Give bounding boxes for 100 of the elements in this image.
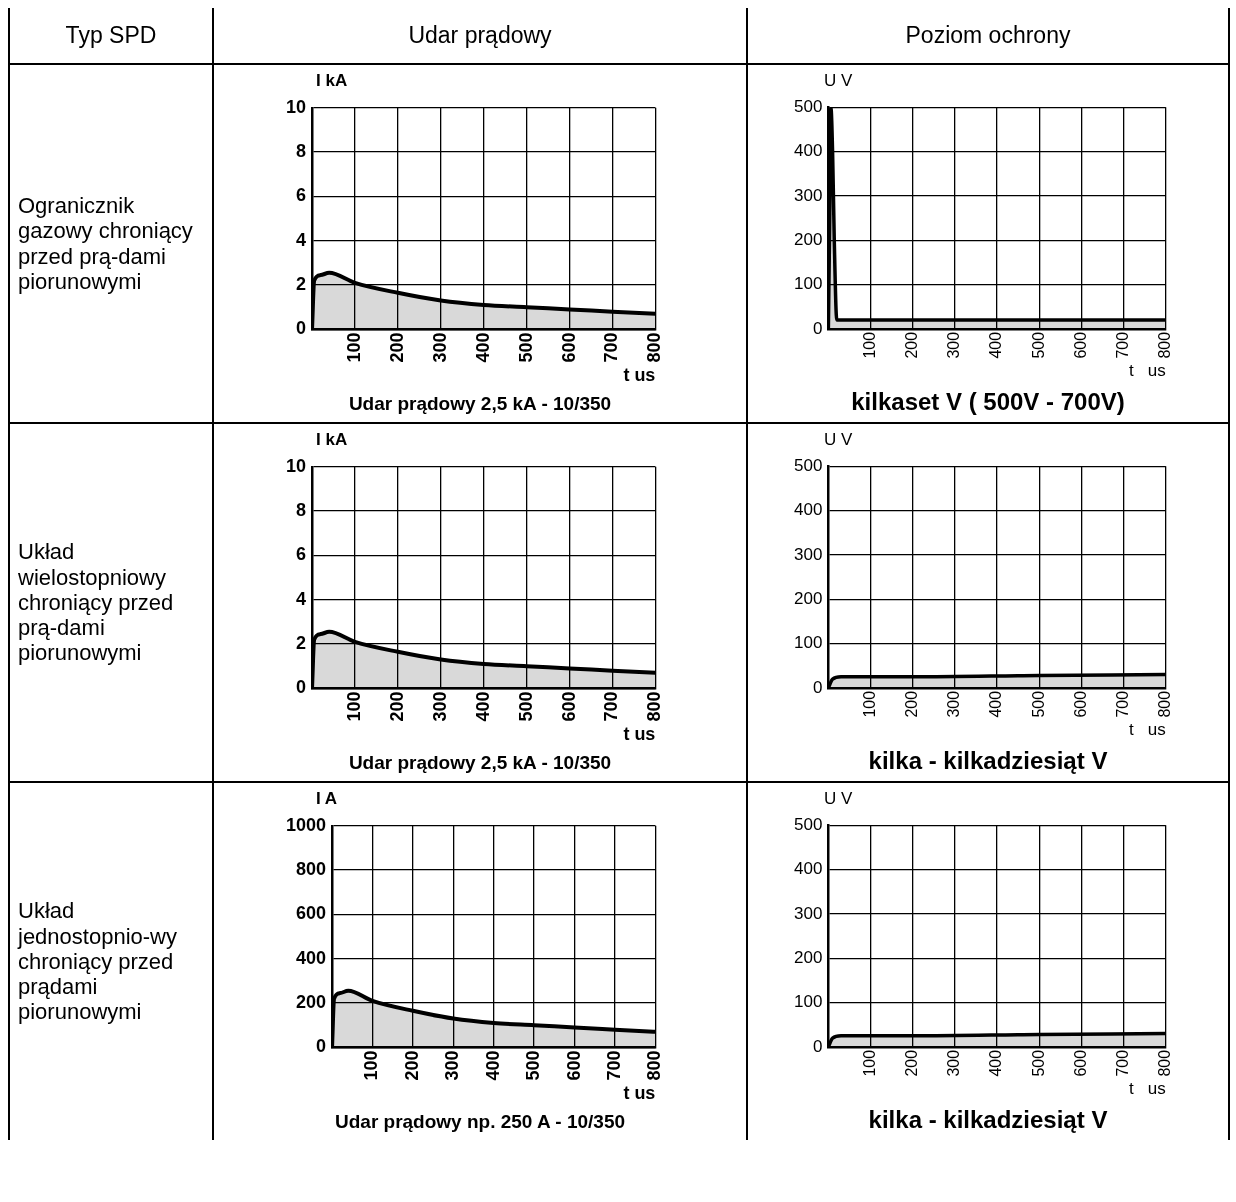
y-tick-label: 8 — [296, 500, 307, 521]
y-axis-title: I A — [316, 789, 339, 809]
y-tick-label: 4 — [296, 588, 307, 609]
x-tick-label: 500 — [515, 332, 536, 363]
x-tick-label: 800 — [1156, 690, 1174, 718]
y-tick-label: 600 — [296, 903, 327, 924]
x-tick-label: 500 — [523, 1050, 544, 1081]
text: kilka - kilkadziesiąt V — [868, 747, 1108, 775]
x-tick-label: 600 — [563, 1050, 584, 1081]
x-tick-label: 700 — [1114, 1049, 1132, 1077]
x-tick-label: 400 — [987, 690, 1005, 718]
x-tick-label: 300 — [442, 1050, 463, 1081]
y-tick-label: 400 — [296, 947, 327, 968]
x-tick-label: 700 — [1114, 690, 1132, 718]
y-tick-label: 2 — [296, 633, 307, 654]
y-tick-label: 1000 — [286, 814, 327, 835]
y-tick-label: 6 — [296, 185, 307, 206]
x-tick-label: 600 — [1071, 690, 1089, 718]
x-tick-label: 200 — [386, 332, 407, 363]
x-tick-label: 700 — [603, 1050, 624, 1081]
y-axis-title: U V — [824, 71, 854, 91]
x-tick-label: 500 — [1029, 1049, 1047, 1077]
y-tick-label: 0 — [812, 677, 823, 697]
x-tick-label: 100 — [343, 332, 364, 363]
x-tick-label: 600 — [558, 332, 579, 363]
x-tick-label: 500 — [1029, 690, 1047, 718]
y-tick-label: 100 — [793, 992, 823, 1012]
x-tick-label: 600 — [558, 691, 579, 722]
x-tick-label: 300 — [945, 331, 963, 359]
x-tick-label: 200 — [903, 331, 921, 359]
y-tick-label: 0 — [296, 318, 307, 339]
x-tick-label: 400 — [472, 691, 493, 722]
x-tick-label: 400 — [472, 332, 493, 363]
y-tick-label: 200 — [793, 229, 823, 249]
y-tick-label: 400 — [793, 141, 823, 161]
x-tick-label: 800 — [1156, 1049, 1174, 1077]
x-tick-label: 300 — [945, 690, 963, 718]
text: Udar prądowy 2,5 kA - 10/350 — [348, 752, 612, 774]
y-tick-label: 500 — [793, 814, 823, 834]
x-tick-label: 100 — [860, 690, 878, 718]
y-tick-label: 400 — [793, 500, 823, 520]
y-tick-label: 300 — [793, 185, 823, 205]
text: Układ jednostopnio-wy chroniący przed prądami piorunowymi — [18, 898, 178, 1025]
y-tick-label: 200 — [296, 992, 327, 1013]
text: Udar prądowy 2,5 kA - 10/350 — [348, 393, 612, 415]
x-tick-label: 100 — [343, 691, 364, 722]
x-tick-label: 300 — [429, 332, 450, 363]
x-tick-label: 700 — [601, 691, 622, 722]
x-tick-label: 200 — [386, 691, 407, 722]
x-axis-title: t us — [623, 365, 656, 386]
text: Udar prądowy — [214, 8, 748, 63]
x-tick-label: 100 — [361, 1050, 382, 1081]
y-tick-label: 300 — [793, 544, 823, 564]
y-tick-label: 200 — [793, 588, 823, 608]
text: Typ SPD — [10, 8, 214, 63]
y-tick-label: 0 — [316, 1036, 327, 1057]
x-tick-label: 800 — [644, 332, 665, 363]
y-tick-label: 4 — [296, 229, 307, 250]
x-tick-label: 300 — [945, 1049, 963, 1077]
y-tick-label: 8 — [296, 141, 307, 162]
x-tick-label: 300 — [429, 691, 450, 722]
x-tick-label: 600 — [1071, 1049, 1089, 1077]
x-tick-label: 600 — [1071, 331, 1089, 359]
y-axis-title: U V — [824, 430, 854, 450]
text: Poziom ochrony — [904, 21, 1072, 50]
x-tick-label: 700 — [1114, 331, 1132, 359]
y-tick-label: 10 — [285, 455, 307, 476]
y-tick-label: 100 — [793, 633, 823, 653]
x-tick-label: 400 — [482, 1050, 503, 1081]
x-tick-label: 500 — [515, 691, 536, 722]
x-axis-title: t us — [1128, 1079, 1166, 1099]
x-tick-label: 100 — [860, 331, 878, 359]
y-tick-label: 2 — [296, 274, 307, 295]
y-tick-label: 800 — [296, 859, 327, 880]
y-tick-label: 300 — [793, 903, 823, 923]
x-axis-title: t us — [1128, 361, 1166, 381]
x-tick-label: 200 — [903, 690, 921, 718]
x-tick-label: 500 — [1029, 331, 1047, 359]
y-tick-label: 100 — [793, 274, 823, 294]
x-tick-label: 400 — [987, 1049, 1005, 1077]
text: kilkaset V ( 500V - 700V) — [851, 388, 1125, 416]
y-axis-title: I kA — [316, 430, 349, 450]
y-axis-title: I kA — [316, 71, 349, 91]
x-axis-title: t us — [623, 1083, 656, 1104]
x-tick-label: 800 — [1156, 331, 1174, 359]
text: Układ wielostopniowy chroniący przed prą-dami piorunowymi — [18, 539, 175, 666]
text: kilka - kilkadziesiąt V — [868, 1106, 1108, 1134]
x-axis-title: t us — [623, 724, 656, 745]
x-tick-label: 400 — [987, 331, 1005, 359]
x-tick-label: 800 — [644, 691, 665, 722]
y-tick-label: 500 — [793, 455, 823, 475]
text: Udar prądowy np. 250 A - 10/350 — [334, 1111, 626, 1133]
x-tick-label: 100 — [860, 1049, 878, 1077]
y-tick-label: 400 — [793, 859, 823, 879]
y-tick-label: 0 — [812, 318, 823, 338]
y-tick-label: 200 — [793, 947, 823, 967]
text: Ogranicznik gazowy chroniący przed prą-dami piorunowymi — [18, 192, 194, 295]
y-tick-label: 0 — [812, 1036, 823, 1056]
y-axis-title: U V — [824, 789, 854, 809]
y-tick-label: 10 — [285, 96, 307, 117]
